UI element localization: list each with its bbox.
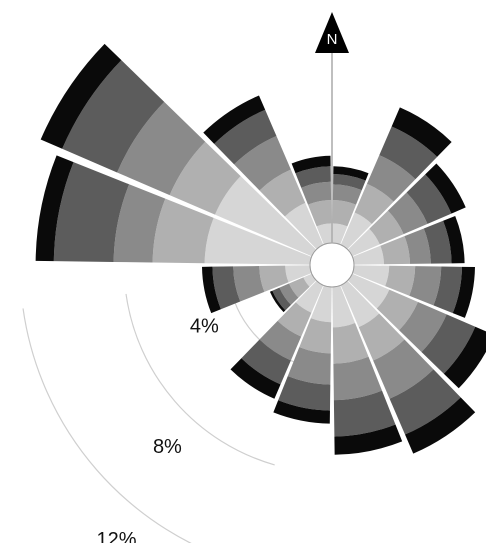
bar-segment	[259, 265, 289, 292]
r-tick-label: 12%	[97, 529, 137, 543]
bar-segment	[299, 318, 332, 354]
bar-segment	[404, 228, 431, 264]
bar-segment	[423, 220, 452, 264]
bar-segment	[152, 198, 214, 264]
bar-segment	[373, 339, 434, 399]
bar-segment	[334, 424, 403, 455]
bar-segment	[35, 155, 74, 262]
bar-segment	[203, 95, 266, 144]
bar-segment	[113, 184, 166, 263]
grid-arc	[125, 293, 275, 466]
bar-segment	[443, 326, 486, 389]
bar-segment	[169, 141, 241, 215]
bar-segment	[333, 356, 382, 401]
bar-segment	[62, 60, 165, 173]
bar-segment	[379, 126, 438, 180]
bar-segment	[204, 217, 332, 265]
bar-segment	[332, 200, 357, 227]
bar-segment	[212, 266, 241, 310]
bar-segment	[452, 266, 475, 318]
grid	[22, 279, 304, 543]
bar-segment	[358, 313, 405, 361]
bar-segment	[269, 290, 286, 313]
bar-segment	[333, 166, 369, 181]
bar-segment	[233, 266, 265, 302]
bar-segment	[332, 322, 369, 364]
bar-segment	[333, 174, 366, 191]
bar-segment	[272, 287, 291, 311]
bar-segment	[241, 339, 291, 385]
bar-segment	[202, 266, 221, 314]
bar-segment	[259, 169, 306, 217]
bar-segment	[385, 265, 416, 296]
bar-segment	[230, 358, 281, 399]
bar-segment	[406, 174, 452, 224]
bar-segment	[332, 184, 362, 205]
bar-segment	[405, 397, 476, 454]
bar-segment	[291, 155, 331, 174]
bar-segment	[234, 136, 291, 191]
bar-segment	[287, 347, 331, 385]
bar-segment	[399, 302, 447, 353]
bar-segment	[279, 283, 299, 305]
bar-segment	[53, 162, 130, 262]
r-tick-label: 8%	[153, 436, 182, 458]
bar-segment	[307, 200, 332, 227]
bar-segment	[443, 215, 465, 264]
bar-segment	[425, 163, 466, 214]
bar-segment	[369, 210, 404, 245]
bar-segment	[354, 183, 394, 224]
bar-segment	[277, 302, 312, 337]
bar-segment	[40, 43, 122, 149]
center-hole	[309, 242, 355, 288]
bar-segment	[433, 266, 462, 314]
bar-segment	[421, 314, 476, 374]
bar-segment	[409, 266, 442, 306]
bar-segment	[389, 369, 461, 435]
grid-arc	[22, 308, 192, 543]
bar-segment	[289, 277, 310, 298]
bar-segment	[117, 101, 206, 196]
bar-segment	[376, 289, 418, 331]
bar-segment	[391, 107, 452, 157]
bars	[35, 43, 486, 455]
bar-segment	[214, 176, 332, 265]
bar-segment	[278, 376, 331, 411]
bar-segment	[301, 181, 332, 205]
north-label: N	[327, 31, 338, 48]
bar-segment	[295, 166, 331, 188]
bar-segment	[380, 236, 410, 265]
bar-segment	[214, 109, 277, 165]
bar-segment	[273, 400, 330, 424]
north-arrow	[315, 12, 349, 53]
bar-segment	[366, 155, 416, 202]
r-tick-label: 4%	[190, 316, 219, 338]
bar-segment	[333, 390, 396, 437]
bar-segment	[387, 192, 428, 235]
bar-segment	[259, 320, 302, 361]
